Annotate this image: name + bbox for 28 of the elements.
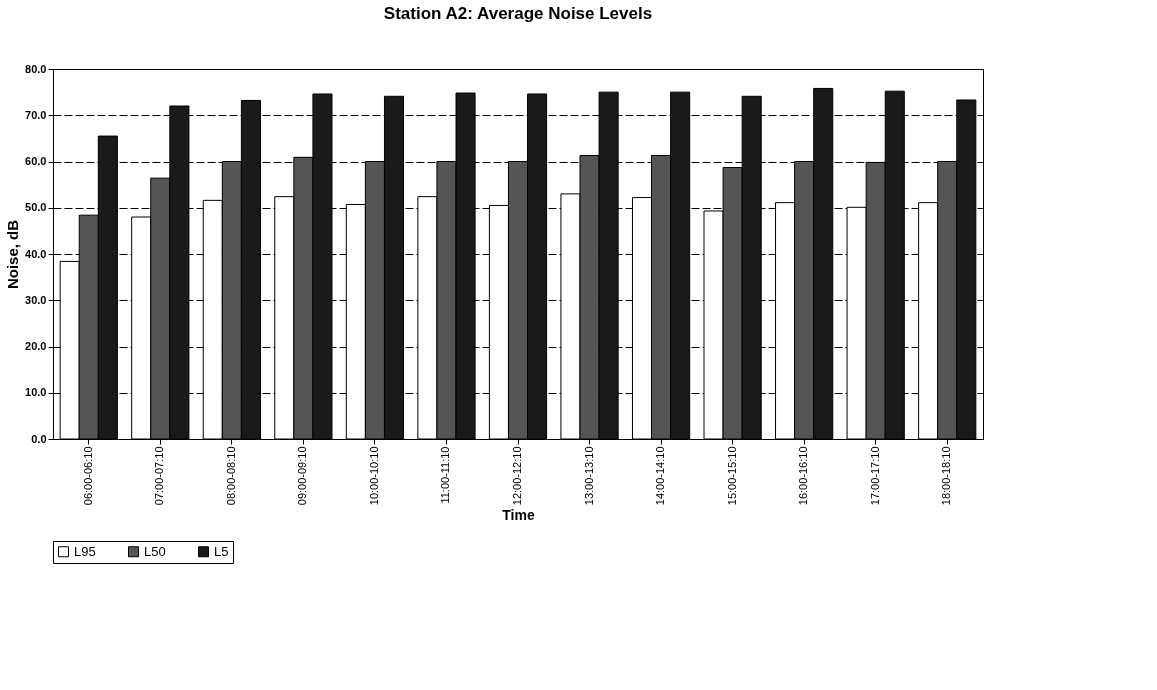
y-tick-label: 70.0: [25, 108, 47, 121]
y-tick-label: 10.0: [25, 386, 47, 399]
chart-title: Station A2: Average Noise Levels: [383, 4, 653, 23]
legend-label: L5: [214, 543, 229, 559]
legend-label: L95: [74, 543, 96, 559]
x-tick-label: 07:00-07:10: [153, 446, 166, 506]
y-tick-label: 60.0: [25, 155, 47, 167]
x-tick-label: 14:00-14:10: [654, 446, 667, 506]
y-tick-label: 50.0: [25, 201, 47, 214]
x-tick-label: 09:00-09:10: [296, 446, 309, 506]
x-tick-label: 11:00-11:10: [439, 446, 452, 504]
y-tick-label: 80.0: [25, 62, 47, 75]
x-tick-label: 12:00-12:10: [511, 446, 523, 506]
x-tick-label: 10:00-10:10: [367, 446, 380, 506]
x-tick-label: 08:00-08:10: [224, 446, 237, 506]
x-tick-label: 13:00-13:10: [582, 446, 595, 506]
x-axis-title: Time: [502, 507, 535, 524]
x-tick-label: 15:00-15:10: [725, 446, 738, 506]
x-tick-label: 18:00-18:10: [940, 446, 953, 506]
y-tick-label: 20.0: [25, 340, 47, 352]
y-tick-label: 30.0: [25, 293, 47, 306]
x-tick-label: 06:00-06:10: [81, 446, 94, 506]
y-tick-label: 40.0: [25, 247, 47, 260]
x-tick-label: 17:00-17:10: [868, 446, 881, 506]
y-axis-title: Noise, dB: [4, 219, 22, 290]
x-tick-label: 16:00-16:10: [797, 446, 810, 506]
y-tick-label: 0.0: [31, 432, 47, 445]
legend-label: L50: [144, 543, 166, 559]
